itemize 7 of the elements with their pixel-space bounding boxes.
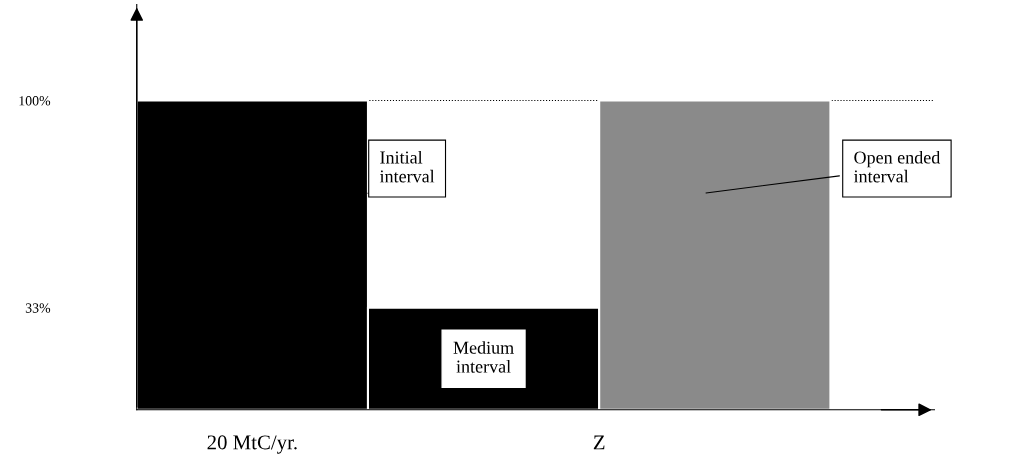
y-tick-label: 33% [25,303,51,313]
annotation: Open ended interval [853,150,941,183]
x-tick-label: 20 MtC/yr. [207,435,297,454]
y-tick-label: 100% [19,96,51,106]
annotation: Initial interval [379,150,435,183]
annotation: Medium interval [453,341,514,373]
text: Z [593,435,605,450]
